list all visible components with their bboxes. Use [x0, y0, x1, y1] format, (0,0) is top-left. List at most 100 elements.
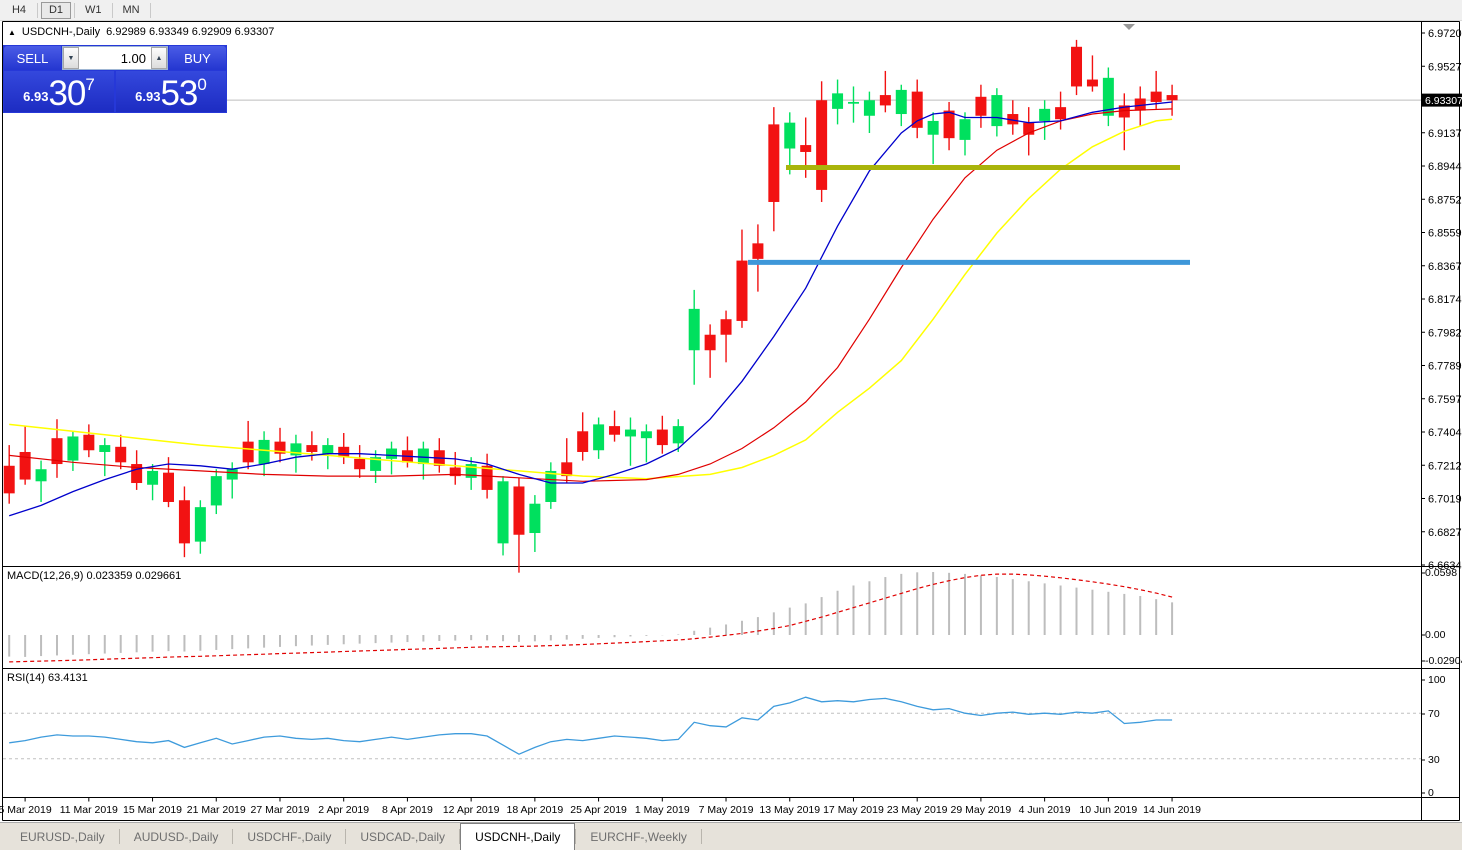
buy-button[interactable]: BUY [169, 46, 226, 70]
rsi-axis-label: 100 [1428, 674, 1446, 686]
candle-body [178, 500, 190, 544]
tab-separator [118, 829, 120, 844]
candle-body [338, 446, 350, 458]
volume-input[interactable] [79, 47, 151, 69]
candle-body [768, 124, 780, 202]
candle-body [640, 431, 652, 439]
candle-body [895, 89, 907, 115]
candle-body [624, 429, 636, 437]
price-axis-label: 6.72120 [1428, 460, 1462, 472]
candle-body [688, 308, 700, 351]
candle-body [83, 434, 95, 451]
ma-slow-yellow-line [9, 118, 1173, 480]
candle-body [497, 481, 509, 544]
chart-tab-eurusddaily[interactable]: EURUSD-,Daily [20, 829, 105, 844]
candle-body [545, 470, 557, 502]
tab-separator [459, 829, 461, 844]
candle-body [322, 445, 334, 454]
tab-separator [575, 829, 577, 844]
candle-body [656, 429, 668, 446]
chart-tab-usdcaddaily[interactable]: USDCAD-,Daily [360, 829, 446, 844]
candle-body [99, 445, 111, 452]
buy-price-display[interactable]: 6.93 53 0 [116, 71, 226, 112]
ma-mid-red-line [9, 108, 1173, 482]
candle-body [194, 507, 206, 542]
date-axis-label: 14 Jun 2019 [1143, 804, 1201, 816]
sell-price-display[interactable]: 6.93 30 7 [4, 71, 114, 112]
price-axis-label: 6.87520 [1428, 194, 1462, 206]
candle-body [290, 443, 302, 456]
date-axis-label: 4 Jun 2019 [1019, 804, 1071, 816]
candle-body [927, 120, 939, 135]
toolbar-separator [74, 2, 75, 18]
tab-separator [232, 829, 234, 844]
candle-body [879, 95, 891, 106]
sell-price-small: 6.93 [23, 89, 49, 104]
macd-axis-label: 0.0598 [1425, 567, 1457, 579]
price-axis-label: 6.91370 [1428, 128, 1462, 140]
buy-price-small: 6.93 [135, 89, 161, 104]
chart-title: ▲ USDCNH-,Daily 6.92989 6.93349 6.92909 … [8, 26, 274, 38]
chart-tab-usdchfdaily[interactable]: USDCHF-,Daily [247, 829, 332, 844]
price-axis-label: 6.70195 [1428, 494, 1462, 506]
candle-body [258, 439, 270, 465]
candle-body [3, 465, 15, 494]
date-axis-label: 13 May 2019 [759, 804, 820, 816]
date-axis-label: 29 May 2019 [951, 804, 1012, 816]
date-axis-label: 27 Mar 2019 [250, 804, 309, 816]
date-axis-label: 1 May 2019 [635, 804, 690, 816]
triangle-down-icon: ▼ [67, 54, 75, 62]
candle-body [1102, 77, 1114, 116]
toolbar-separator [111, 2, 113, 18]
candle-body [911, 91, 923, 128]
candle-body [1071, 46, 1083, 87]
candle-body [959, 119, 971, 140]
candle-body [274, 441, 286, 454]
candle-body [816, 100, 828, 190]
timeframe-tab-W1[interactable]: W1 [85, 4, 102, 16]
price-axis-label: 6.83670 [1428, 261, 1462, 273]
current-price-tag [1422, 93, 1462, 107]
candle-body [975, 96, 987, 116]
candle-body [1039, 108, 1051, 121]
tab-separator [345, 829, 347, 844]
candle-body [609, 426, 621, 435]
timeframe-tab-D1[interactable]: D1 [41, 1, 71, 19]
candle-body [529, 503, 541, 534]
chart-tab-audusddaily[interactable]: AUDUSD-,Daily [133, 829, 219, 844]
macd-axis-label: -0.029049 [1425, 655, 1462, 667]
candle-body [1166, 95, 1178, 101]
chart-tab-usdcnhdaily[interactable]: USDCNH-,Daily [460, 823, 576, 850]
candle-body [51, 438, 63, 465]
timeframe-tab-MN[interactable]: MN [122, 4, 140, 16]
date-axis-label: 17 May 2019 [823, 804, 884, 816]
sell-button[interactable]: SELL [4, 46, 61, 70]
candle-body [306, 445, 318, 452]
rsi-line [9, 696, 1173, 755]
rsi-axis-label: 0 [1428, 787, 1434, 799]
candle-body [720, 319, 732, 335]
candle-body [943, 110, 955, 139]
price-axis-label: 6.97200 [1428, 28, 1462, 40]
date-axis-label: 5 Mar 2019 [0, 804, 52, 816]
collapse-triangle-icon[interactable]: ▲ [8, 27, 16, 37]
candle-body [561, 462, 573, 477]
price-axis-label: 6.79820 [1428, 327, 1462, 339]
candle-body [354, 458, 366, 470]
candle-body [147, 470, 159, 485]
chart-ohlc-values: 6.92989 6.93349 6.92909 6.93307 [106, 26, 275, 38]
macd-label: MACD(12,26,9) 0.023359 0.029661 [7, 570, 182, 582]
rsi-label: RSI(14) 63.4131 [7, 672, 88, 684]
current-price-tag-label: 6.93307 [1425, 95, 1462, 107]
candle-body [481, 465, 493, 490]
timeframe-tab-H4[interactable]: H4 [11, 4, 27, 16]
volume-increase-button[interactable]: ▲ [151, 47, 167, 69]
candle-body [417, 448, 429, 465]
candle-body [800, 145, 812, 152]
volume-decrease-button[interactable]: ▼ [63, 47, 79, 69]
candle-body [593, 424, 605, 451]
candle-body [991, 95, 1003, 127]
chart-tab-eurchfweekly[interactable]: EURCHF-,Weekly [590, 829, 687, 844]
candle-body [1150, 91, 1162, 102]
